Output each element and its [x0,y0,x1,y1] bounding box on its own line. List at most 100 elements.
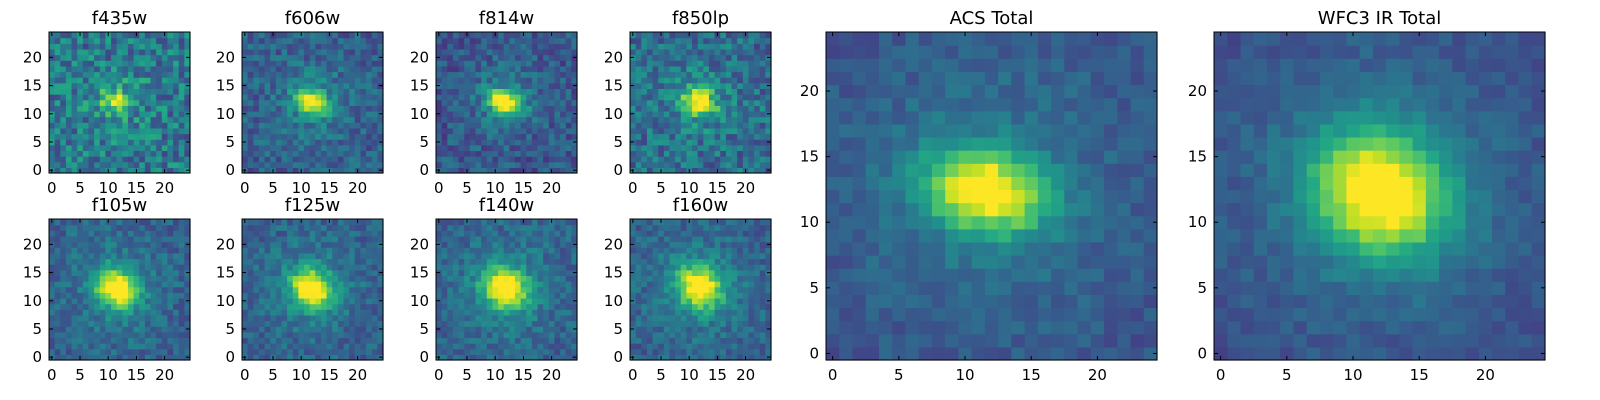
heatmap-cell [287,43,294,50]
heatmap-cell [247,343,254,350]
heatmap-cell [663,354,671,361]
heatmap-cell [292,314,299,322]
heatmap-cell [371,235,378,243]
heatmap-cell [646,127,654,135]
heatmap-cell [447,331,454,339]
heatmap-cell [377,292,384,299]
heatmap-cell [754,144,761,152]
heatmap-cell [253,82,260,89]
heatmap-cell [436,71,443,78]
heatmap-cell [703,167,710,174]
heatmap-cell [127,320,135,327]
heatmap-cell [514,122,522,129]
heatmap-cell [503,127,510,135]
heatmap-cell [116,133,123,140]
heatmap-cell [765,127,772,135]
heatmap-cell [161,320,169,327]
heatmap-cell [371,292,378,299]
heatmap-cell [486,122,493,129]
heatmap-cell [99,230,106,237]
heatmap-cell [754,116,761,123]
heatmap-cell [247,43,254,50]
heatmap-cell [742,133,750,140]
heatmap-cell [759,88,766,95]
heatmap-cell [122,105,129,112]
heatmap-cell [144,337,152,344]
heatmap-cell [737,320,744,327]
heatmap-cell [441,150,448,157]
heatmap-cell [714,150,721,157]
heatmap-cell [315,354,322,361]
heatmap-cell [486,116,493,123]
y-tick-label: 0 [32,161,42,179]
heatmap-cell [475,110,482,118]
heatmap-cell [281,247,288,254]
heatmap-cell [531,88,539,95]
heatmap-cell [332,320,339,327]
heatmap-cell [748,167,755,174]
heatmap-cell [242,150,249,157]
heatmap-cell [720,286,727,293]
heatmap-cell [571,235,578,243]
heatmap-cell [560,156,567,163]
heatmap-cell [82,314,90,322]
heatmap-cell [354,88,362,95]
heatmap-cell [748,286,755,293]
heatmap-cell [49,43,56,50]
heatmap-cell [675,161,682,168]
heatmap-cell [150,348,157,355]
heatmap-cell [270,264,277,271]
heatmap-cell [464,224,471,231]
heatmap-cell [565,71,572,78]
heatmap-cell [150,48,157,56]
heatmap-cell [253,127,260,135]
heatmap-cell [464,286,471,293]
heatmap-cell [275,77,283,84]
heatmap-cell [49,94,56,101]
heatmap-cell [253,99,260,106]
heatmap-cell [531,32,539,39]
heatmap-cell [173,320,180,327]
heatmap-cell [486,247,493,254]
heatmap-cell [247,241,254,248]
heatmap-cell [332,144,339,152]
heatmap-cell [116,48,123,56]
heatmap-cell [258,150,266,157]
heatmap-cell [161,348,169,355]
heatmap-cell [692,167,699,174]
heatmap-cell [554,110,561,118]
heatmap-cell [731,275,738,282]
heatmap-cell [537,65,544,73]
heatmap-cell [475,32,482,39]
heatmap-cell [298,269,305,276]
heatmap-cell [94,230,101,237]
heatmap-cell [320,252,328,260]
heatmap-cell [178,348,185,355]
heatmap-cell [731,43,738,50]
heatmap-cell [133,241,140,248]
heatmap-cell [531,43,539,50]
heatmap-cell [309,82,316,89]
heatmap-cell [337,252,345,260]
heatmap-cell [298,48,305,56]
heatmap-cell [520,48,527,56]
heatmap-cell [560,241,567,248]
heatmap-cell [680,133,687,140]
heatmap-cell [371,54,378,61]
heatmap-cell [452,133,460,140]
heatmap-cell [242,161,249,168]
heatmap-cell [315,297,322,305]
heatmap-cell [371,65,378,73]
heatmap-cell [635,303,642,310]
heatmap-cell [731,139,738,146]
heatmap-cell [49,281,56,288]
heatmap-cell [242,235,249,243]
heatmap-cell [150,354,157,361]
heatmap-cell [161,314,169,322]
heatmap-cell [99,286,106,293]
heatmap-cell [264,71,271,78]
heatmap-cell [360,127,367,135]
heatmap-cell [349,54,356,61]
heatmap-cell [554,54,561,61]
heatmap-cell [122,337,129,344]
